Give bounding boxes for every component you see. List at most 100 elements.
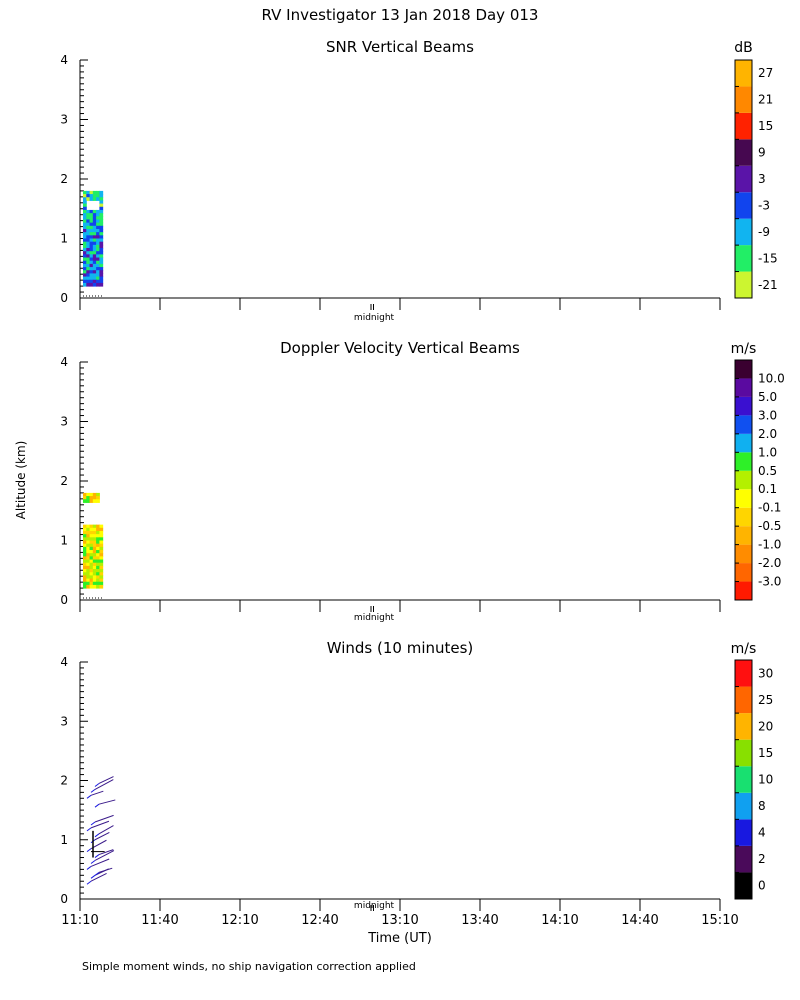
heatmap-cell [96,496,100,500]
panel-1: SNR Vertical Beams 0 1 2 3 4 midnight -21 -15 -9 -… [60,38,777,323]
heatmap-cell [92,197,97,201]
heatmap-cell [96,534,100,538]
heatmap-cell [86,572,91,576]
heatmap-cell [99,540,104,545]
heatmap-cell [92,194,97,198]
colorbar-segment [735,581,752,600]
y-tick-label: 3 [60,113,68,127]
colorbar-label: -1.0 [758,538,781,552]
y-tick-label: 3 [60,415,68,429]
wind-barb [98,849,114,856]
heatmap-cell [86,260,91,265]
heatmap-cell [83,194,87,198]
heatmap-cell [83,499,87,503]
heatmap-cell [92,222,97,227]
heatmap-cell [89,534,94,538]
heatmap-cell [99,260,104,265]
heatmap-cell [86,575,91,580]
heatmap-cell [99,200,104,205]
heatmap-cell [99,524,104,529]
heatmap-cell [92,578,97,583]
heatmap-cell [86,216,91,220]
heatmap-cell [86,496,91,500]
heatmap-cell [83,203,87,208]
heatmap-cell [96,228,100,233]
colorbar-segment [735,218,752,246]
colorbar-segment [735,415,752,434]
heatmap-cell [96,270,100,274]
heatmap-cell [92,584,97,589]
heatmap-cell [96,530,100,535]
heatmap-cell [86,282,91,287]
heatmap-cell [92,216,97,220]
colorbar-segment [735,563,752,582]
heatmap-cell [92,492,97,497]
heatmap-cell [99,238,104,243]
heatmap-cell [83,213,87,217]
x-tick-label: 12:10 [221,913,258,928]
heatmap-cell [86,248,91,252]
heatmap-cell [89,251,94,255]
heatmap-cell [99,219,104,224]
colorbar-segment [735,433,752,453]
heatmap-cell [83,572,87,576]
heatmap-cell [86,524,91,529]
colorbar-label: 30 [758,666,773,680]
heatmap-cell [89,222,94,227]
heatmap-cell [83,251,87,255]
heatmap-cell [99,553,104,557]
heatmap-cell [99,225,104,230]
colorbar-label: 27 [758,66,773,80]
heatmap-cell [96,276,100,281]
heatmap-cell [89,267,94,271]
heatmap-cell [86,194,91,198]
colorbar-frame [734,59,753,299]
heatmap-cell [92,232,97,236]
heatmap-cell [99,575,104,580]
heatmap-cell [92,257,97,262]
colorbar-segment [735,452,752,471]
heatmap-cell [92,534,97,538]
figure-title: RV Investigator 13 Jan 2018 Day 013 [262,6,539,24]
heatmap-cell [92,530,97,535]
heatmap-cell [89,546,94,551]
heatmap-cell [89,197,94,201]
heatmap-cell [92,248,97,252]
heatmap-cell [99,267,104,271]
heatmap-cell [83,530,87,535]
heatmap-cell [96,492,100,497]
heatmap-cell [83,216,87,220]
heatmap-cell [86,527,91,532]
heatmap-cell [86,273,91,278]
heatmap-cell [99,270,104,274]
heatmap-cell [99,257,104,262]
heatmap-cell [89,213,94,217]
heatmap-cell [96,543,100,548]
heatmap-cell [86,276,91,281]
heatmap-cell [86,546,91,551]
heatmap-cell [89,228,94,233]
colorbar-label: 3 [758,172,766,186]
heatmap-cell [86,581,91,586]
heatmap-cell [99,203,104,208]
heatmap-cell [96,267,100,271]
heatmap-cell [86,499,91,503]
heatmap-cell [89,550,94,554]
colorbar-segment [735,766,752,793]
colorbar-segment [735,112,752,140]
wind-barb-flag [90,874,96,879]
x-tick-label: 11:10 [61,913,98,928]
heatmap-cell [92,527,97,532]
wind-barb-flag [94,871,100,876]
heatmap-cell [89,257,94,262]
heatmap-cell [83,534,87,538]
midnight-label: midnight [354,901,395,911]
heatmap-cell [86,565,91,570]
heatmap-cell [83,222,87,227]
colorbar-segment [735,86,752,113]
heatmap-cell [96,562,100,567]
heatmap-cell [99,197,104,201]
heatmap-cell [99,559,104,564]
colorbar-label: -9 [758,225,770,239]
heatmap-cell [89,496,94,500]
